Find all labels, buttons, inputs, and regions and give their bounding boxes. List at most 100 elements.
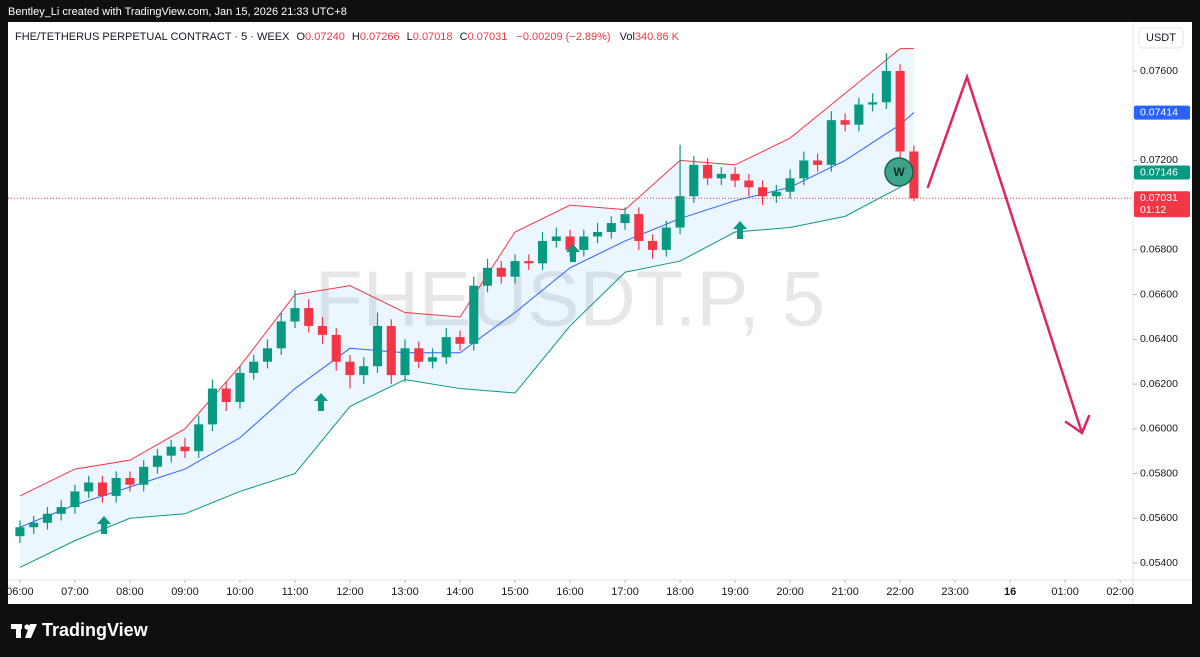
y-tick-label: 0.06000 — [1140, 423, 1178, 435]
candle-body — [249, 361, 259, 373]
x-tick-label: 20:00 — [776, 586, 804, 598]
candle-body — [194, 424, 204, 452]
candle-body — [180, 446, 190, 452]
buy-arrow — [566, 244, 580, 262]
volume-key: Vol — [620, 31, 635, 43]
x-tick-label: 08:00 — [116, 586, 144, 598]
candle-body — [840, 120, 850, 125]
legend-value: 0.07266 — [360, 31, 400, 43]
candle-body — [593, 232, 603, 237]
candle-body — [620, 214, 630, 224]
candle-body — [386, 325, 396, 376]
y-tick-label: 0.05400 — [1140, 557, 1178, 569]
candle-body — [744, 180, 754, 188]
candle-body — [276, 321, 286, 349]
price-tag-label: 0.07146 — [1140, 166, 1178, 178]
logo-part — [16, 624, 21, 638]
candle-body — [716, 173, 726, 179]
signal-arrows — [97, 221, 747, 534]
candle-body — [42, 513, 52, 523]
price-tag — [1134, 165, 1190, 180]
x-tick-label: 07:00 — [61, 586, 89, 598]
price-tag — [1134, 105, 1190, 120]
candle-body — [372, 325, 383, 367]
candle-body — [496, 267, 506, 277]
x-tick-label: 19:00 — [721, 586, 749, 598]
legend-value: 0.07240 — [305, 31, 345, 43]
buy-arrow — [97, 516, 111, 534]
candle-body — [262, 348, 273, 362]
x-tick-label: 18:00 — [666, 586, 694, 598]
y-tick-label: 0.06200 — [1140, 378, 1178, 390]
candle-body — [510, 261, 520, 277]
candle-body — [730, 173, 740, 181]
candle-body — [675, 196, 685, 228]
candle-body — [152, 455, 162, 467]
candle-body — [771, 191, 781, 197]
price-tag-label: 0.07414 — [1140, 106, 1178, 118]
projection-arrowhead — [1064, 414, 1091, 435]
projection-line — [926, 73, 1084, 435]
candle-body — [235, 372, 245, 402]
header: FHE/TETHERUS PERPETUAL CONTRACT · 5 · WE… — [15, 31, 680, 43]
x-tick-label: 15:00 — [501, 586, 529, 598]
candle-body — [469, 285, 479, 344]
candle-body — [15, 527, 25, 537]
watermark: FHEUSDT.P, 5 — [315, 255, 825, 343]
x-tick-label: 01:00 — [1051, 586, 1079, 598]
drawn-projection — [926, 73, 1091, 435]
x-tick-label: 14:00 — [446, 586, 474, 598]
candle-body — [84, 482, 94, 492]
candle-body — [785, 178, 795, 192]
currency[interactable]: USDT — [1146, 32, 1176, 44]
x-tick-label: 02:00 — [1106, 586, 1134, 598]
x-tick-label: 10:00 — [226, 586, 254, 598]
x-tick-label: 16:00 — [556, 586, 584, 598]
chart-panel — [8, 22, 1192, 604]
candle-body — [111, 478, 121, 496]
candle-body — [125, 478, 135, 485]
x-tick-label: 09:00 — [171, 586, 199, 598]
candle-body — [895, 70, 905, 152]
candle-body — [427, 357, 438, 362]
candle-body — [551, 236, 561, 241]
candle-body — [909, 151, 919, 199]
legend-key: C — [460, 31, 468, 43]
lower-band — [19, 172, 915, 568]
candle-body — [537, 240, 548, 264]
candle-body — [304, 308, 314, 326]
candle-body — [606, 223, 616, 233]
x-tick-label: 13:00 — [391, 586, 419, 598]
x-tick-label: 17:00 — [611, 586, 639, 598]
candle-body — [881, 70, 891, 103]
candle-body — [854, 104, 864, 125]
candle-body — [455, 337, 465, 344]
y-tick-label: 0.06800 — [1140, 244, 1178, 256]
y-tick-label: 0.05600 — [1140, 512, 1178, 524]
candle-body — [56, 507, 66, 514]
candle-body — [565, 236, 575, 250]
price-tag — [1134, 191, 1190, 218]
candle-body — [703, 164, 713, 179]
candle-body — [579, 236, 589, 250]
symbol-title: FHE/TETHERUS PERPETUAL CONTRACT · 5 · WE… — [15, 31, 290, 43]
x-tick-label: 21:00 — [831, 586, 859, 598]
candle-body — [317, 325, 328, 335]
x-tick-label: 22:00 — [886, 586, 914, 598]
candle-body — [868, 102, 878, 105]
legend-key: H — [352, 31, 360, 43]
candle-body — [813, 160, 823, 165]
y-tick-label: 0.07200 — [1140, 154, 1178, 166]
annotation-text: W — [893, 165, 905, 179]
candle-body — [441, 337, 451, 358]
candle-body — [331, 334, 341, 362]
footer-brand: TradingView — [42, 620, 149, 640]
legend-key: O — [296, 31, 305, 43]
footer-logo — [11, 624, 37, 638]
candle-body — [482, 267, 493, 286]
candle-body — [70, 491, 80, 508]
candle-body — [290, 308, 300, 322]
currency-button[interactable] — [1138, 27, 1184, 49]
candle-body — [826, 120, 836, 165]
